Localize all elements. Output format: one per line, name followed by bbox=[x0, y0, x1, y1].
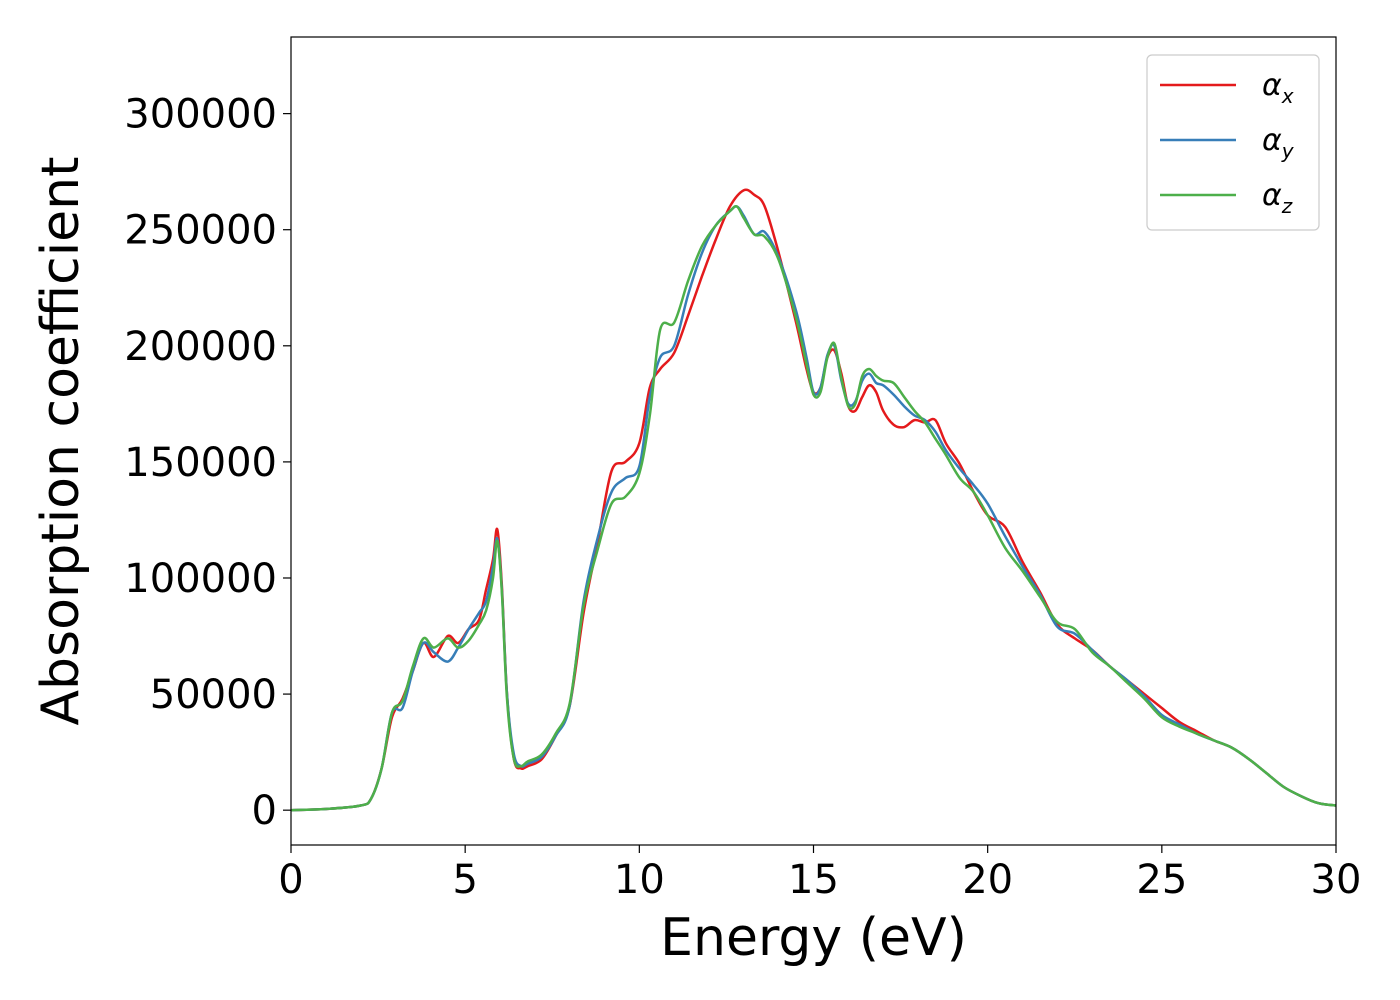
x-tick-label: 15 bbox=[788, 857, 839, 903]
y-tick-label: 250000 bbox=[124, 208, 277, 254]
x-tick-label: 20 bbox=[962, 857, 1013, 903]
x-tick-label: 0 bbox=[278, 857, 303, 903]
legend-label-x: αx bbox=[1262, 68, 1294, 108]
x-tick-label: 5 bbox=[452, 857, 477, 903]
x-tick-label: 30 bbox=[1311, 857, 1362, 903]
y-axis: 0 50000 100000 150000 200000 250000 300000 bbox=[124, 92, 291, 834]
y-tick-label: 100000 bbox=[124, 556, 277, 602]
x-tick-label: 25 bbox=[1136, 857, 1187, 903]
series-layer bbox=[290, 188, 1337, 812]
y-tick-label: 0 bbox=[252, 788, 277, 834]
legend-box bbox=[1146, 54, 1320, 231]
series-line-x bbox=[290, 188, 1337, 812]
y-tick-label: 200000 bbox=[124, 324, 277, 370]
y-tick-label: 150000 bbox=[124, 440, 277, 486]
series-line-y bbox=[290, 205, 1337, 812]
legend-label-z: αz bbox=[1262, 178, 1293, 218]
x-tick-label: 10 bbox=[614, 857, 665, 903]
y-tick-label: 300000 bbox=[124, 92, 277, 138]
x-axis-title: Energy (eV) bbox=[660, 908, 967, 968]
series-line-z bbox=[290, 204, 1337, 812]
x-axis: 0 5 10 15 20 25 30 bbox=[278, 845, 1361, 903]
y-tick-label: 50000 bbox=[150, 672, 277, 718]
legend-label-y: αy bbox=[1262, 123, 1295, 163]
legend: αx αy αz bbox=[1146, 54, 1320, 231]
y-axis-title: Absorption coefficient bbox=[31, 156, 91, 725]
